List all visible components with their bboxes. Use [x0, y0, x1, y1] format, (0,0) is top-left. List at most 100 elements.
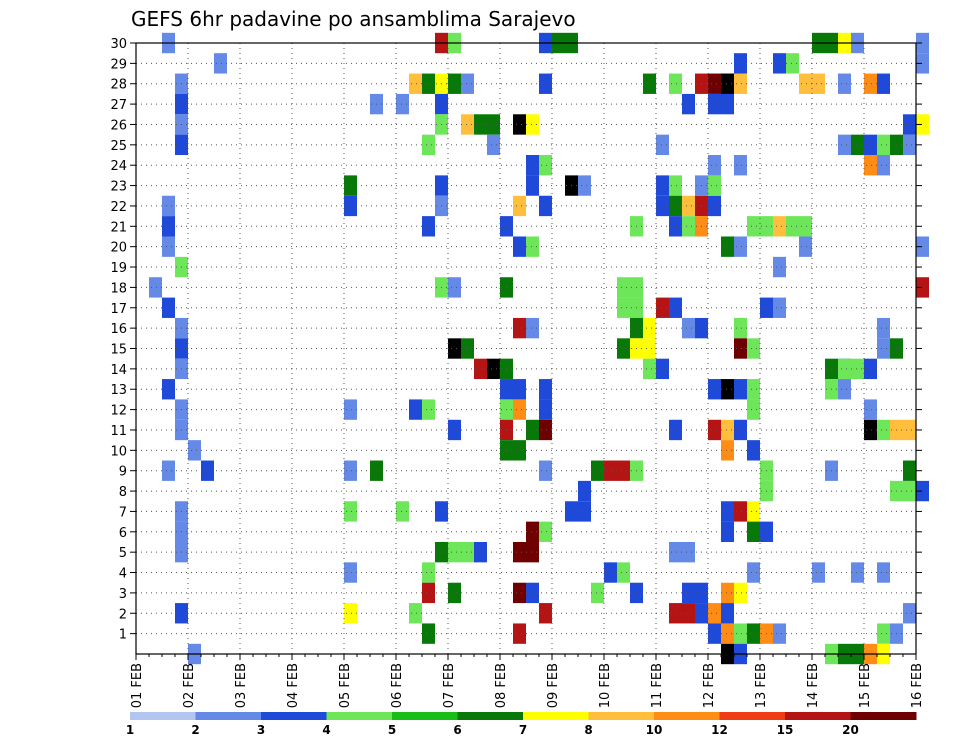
x-tick-label: 13 FEB — [754, 663, 769, 708]
legend-color-swatch — [850, 712, 917, 720]
y-tick-label: 20 — [110, 241, 127, 256]
heatmap-cell — [656, 358, 669, 380]
heatmap-cell — [487, 358, 500, 380]
y-tick-label: 10 — [110, 444, 127, 459]
heatmap-cell — [162, 236, 175, 257]
heatmap-cell — [539, 603, 552, 624]
x-tick-label: 12 FEB — [702, 663, 717, 708]
heatmap-cell — [669, 73, 682, 94]
legend-color-swatch — [654, 712, 720, 720]
heatmap-cell — [721, 379, 734, 400]
heatmap-cell — [461, 338, 474, 359]
heatmap-cell — [864, 134, 877, 156]
x-tick-label: 16 FEB — [910, 663, 925, 708]
heatmap-cell — [708, 175, 721, 196]
heatmap-cell — [682, 582, 695, 604]
legend-color-swatch — [588, 712, 655, 720]
heatmap-cell — [708, 623, 721, 644]
heatmap-cell — [617, 338, 630, 359]
heatmap-cell — [669, 175, 682, 196]
legend-color-swatch — [130, 712, 196, 720]
y-tick-label: 27 — [110, 98, 127, 113]
heatmap-cell — [396, 93, 409, 115]
heatmap-cell — [838, 73, 851, 94]
heatmap-cell — [903, 460, 916, 481]
heatmap-cell — [162, 195, 175, 217]
heatmap-cell — [864, 399, 877, 420]
heatmap-cell — [682, 93, 695, 115]
y-tick-label: 5 — [119, 546, 127, 561]
heatmap-cell — [669, 216, 682, 237]
heatmap-cell — [708, 93, 721, 115]
heatmap-cell — [526, 317, 539, 339]
heatmap-cell — [409, 399, 422, 420]
x-axis: 01 FEB 02 FEB 03 FEB 04 FEB 05 FEB 06 FEB 07 F… — [130, 654, 925, 708]
heatmap-cell — [617, 460, 630, 481]
heatmap-cell — [734, 582, 747, 604]
x-tick-label: 10 FEB — [598, 663, 613, 708]
heatmap-cell — [734, 419, 747, 441]
heatmap-cell — [682, 317, 695, 339]
heatmap-cell — [448, 419, 461, 441]
heatmap-cell — [747, 521, 760, 542]
heatmap-cell — [916, 236, 929, 257]
heatmap-cell — [409, 73, 422, 94]
x-tick-label: 07 FEB — [442, 663, 457, 708]
heatmap-cell — [916, 480, 929, 502]
heatmap-cell — [708, 195, 721, 217]
legend-bound-label: 8 — [584, 723, 592, 737]
heatmap-cell — [734, 73, 747, 94]
y-tick-label: 23 — [110, 180, 127, 195]
heatmap-cell — [656, 297, 669, 318]
heatmap-cell — [344, 175, 357, 196]
heatmap-cell — [201, 460, 214, 481]
heatmap-cell — [422, 399, 435, 420]
legend-color-swatch — [719, 712, 786, 720]
x-tick-label: 11 FEB — [650, 663, 665, 708]
x-tick-label: 08 FEB — [494, 663, 509, 708]
heatmap-cell — [448, 582, 461, 604]
heatmap-cell — [877, 73, 890, 94]
heatmap-cell — [799, 216, 812, 237]
legend-color-swatch — [261, 712, 327, 720]
heatmap-cell — [643, 358, 656, 380]
heatmap-cell — [721, 582, 734, 604]
legend-bound-label: 4 — [322, 723, 330, 737]
legend-bound-label: 10 — [646, 723, 663, 737]
heatmap-cell — [422, 73, 435, 94]
heatmap-cell — [864, 73, 877, 94]
heatmap-cell — [669, 419, 682, 441]
heatmap-cell — [422, 216, 435, 237]
heatmap-cell — [604, 460, 617, 481]
heatmap-cell — [344, 460, 357, 481]
heatmap-cell — [526, 175, 539, 196]
heatmap-cell — [864, 155, 877, 176]
heatmap-cell — [487, 134, 500, 156]
x-tick-label: 04 FEB — [286, 663, 301, 708]
heatmap-cell — [656, 134, 669, 156]
y-tick-label: 17 — [110, 302, 127, 317]
heatmap-cell — [591, 460, 604, 481]
chart-title: GEFS 6hr padavine po ansamblima Sarajevo — [131, 7, 576, 31]
heatmap-cell — [877, 419, 890, 441]
heatmap-cell — [903, 134, 916, 156]
heatmap-cell — [474, 541, 487, 563]
x-tick-label: 15 FEB — [858, 663, 873, 708]
heatmap-cell — [344, 501, 357, 522]
heatmap-cell — [578, 175, 591, 196]
heatmap-cell — [526, 419, 539, 441]
heatmap-cell — [747, 399, 760, 420]
heatmap-cell — [578, 480, 591, 502]
heatmap-cell — [513, 582, 526, 604]
heatmap-cell — [903, 419, 916, 441]
legend-bound-label: 2 — [191, 723, 199, 737]
heatmap-cell — [526, 541, 539, 563]
heatmap-cell — [539, 73, 552, 94]
heatmap-cell — [513, 379, 526, 400]
heatmap-cell — [708, 73, 721, 94]
y-tick-label: 11 — [110, 424, 127, 439]
y-tick-label: 21 — [110, 220, 127, 235]
heatmap-cell — [474, 114, 487, 135]
heatmap-cell — [539, 419, 552, 441]
heatmap-cell — [721, 623, 734, 644]
